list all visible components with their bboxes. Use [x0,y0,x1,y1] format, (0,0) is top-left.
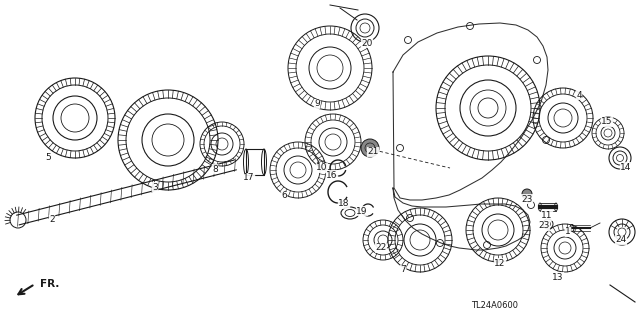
Text: 7: 7 [400,265,406,275]
Text: 4: 4 [576,91,582,100]
Circle shape [522,189,532,199]
Text: TL24A0600: TL24A0600 [472,300,518,309]
Text: 11: 11 [541,211,553,220]
Text: 10: 10 [316,164,328,173]
Text: 6: 6 [281,191,287,201]
Text: 12: 12 [494,258,506,268]
Text: FR.: FR. [40,279,60,289]
Text: 23: 23 [538,221,550,231]
Text: 3: 3 [152,182,158,191]
Text: 19: 19 [356,206,368,216]
Text: 15: 15 [601,117,612,127]
Text: 20: 20 [362,39,372,48]
Text: 22: 22 [376,243,387,253]
Text: 17: 17 [243,174,255,182]
Circle shape [361,139,379,157]
Text: 13: 13 [552,272,564,281]
Text: 14: 14 [620,162,632,172]
Text: 24: 24 [616,235,627,244]
Text: 18: 18 [339,199,349,209]
Text: 21: 21 [367,147,379,157]
Text: 16: 16 [326,170,338,180]
Text: 5: 5 [45,153,51,162]
Text: 23: 23 [522,195,532,204]
Text: 1: 1 [565,227,571,236]
Text: 9: 9 [314,100,320,108]
Text: 8: 8 [212,165,218,174]
Text: 2: 2 [49,216,55,225]
